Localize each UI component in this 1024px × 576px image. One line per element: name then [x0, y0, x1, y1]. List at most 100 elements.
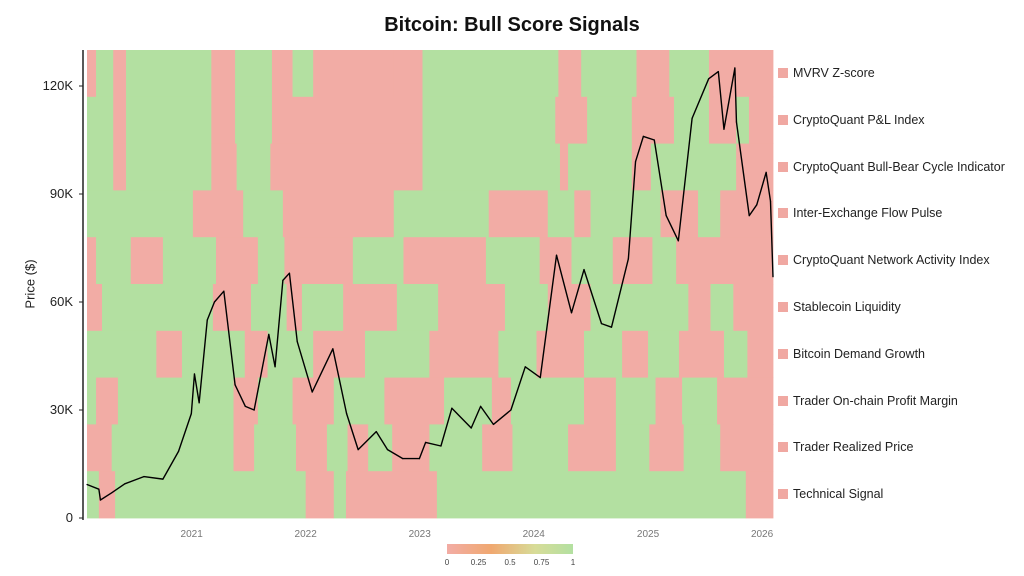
heatmap-cell [698, 190, 721, 238]
heatmap-cell [326, 424, 348, 472]
legend-label: Inter-Exchange Flow Pulse [793, 206, 943, 221]
price-point [223, 290, 225, 292]
heatmap-cell [211, 143, 238, 191]
heatmap-cell [631, 96, 675, 144]
heatmap-cell [343, 284, 398, 332]
price-point [177, 450, 180, 452]
legend-swatch [778, 208, 788, 219]
price-line [86, 67, 774, 501]
heatmap-cell [504, 284, 549, 332]
heatmap-cell [181, 330, 246, 378]
heatmap-cell [384, 377, 445, 425]
axes: 0 30K 60K 90K 120K 2021 2022 2023 2024 2025 2026 [43, 50, 774, 540]
heatmap-cell [584, 377, 617, 425]
heatmap-cell [708, 50, 737, 98]
x-tick-label: 2025 [637, 529, 660, 540]
heatmap-cell [212, 284, 252, 332]
heatmap-cell [678, 330, 725, 378]
price-point [653, 139, 655, 141]
heatmap-cell [584, 330, 623, 378]
heatmap-cell [558, 50, 582, 98]
price-point [691, 117, 693, 119]
heatmap-cell [87, 377, 97, 425]
price-point [357, 449, 359, 451]
price-point [418, 458, 420, 460]
price-point [244, 405, 246, 407]
price-point [440, 445, 442, 447]
legend-item: CryptoQuant P&L Index [778, 111, 925, 129]
heatmap-cell [96, 50, 114, 98]
heatmap-cell [271, 50, 293, 98]
heatmap-cell [87, 96, 114, 144]
legend-item: Trader On-chain Profit Margin [778, 392, 958, 410]
heatmap-cell [305, 471, 335, 519]
legend-item: Technical Signal [778, 485, 883, 503]
y-tick-label: 30K [50, 402, 73, 417]
heatmap-cell [512, 424, 569, 472]
price-point [765, 171, 767, 173]
heatmap-cell [365, 330, 430, 378]
heatmap-cell [254, 424, 297, 472]
price-point [425, 441, 427, 443]
heatmap-cell [748, 96, 774, 144]
legend-swatch [778, 348, 788, 359]
price-point [470, 427, 472, 429]
heatmap-cell [403, 237, 487, 285]
legend-label: Stablecoin Liquidity [793, 300, 901, 314]
x-tick-label: 2024 [523, 529, 546, 540]
heatmap-cell [352, 237, 404, 285]
legend-swatch [778, 161, 788, 172]
heatmap-cell [282, 190, 395, 238]
heatmap-cell [676, 237, 774, 285]
heatmap-cell [87, 330, 157, 378]
price-point [480, 405, 482, 407]
heatmap-cell [650, 143, 737, 191]
price-point [162, 478, 164, 480]
price-point [524, 366, 526, 368]
heatmap-cell [96, 377, 119, 425]
heatmap-cell [688, 284, 711, 332]
legend-label: CryptoQuant P&L Index [793, 112, 925, 127]
heatmap-cell [649, 424, 685, 472]
heatmap-cell [126, 143, 212, 191]
x-tick-label: 2023 [409, 529, 432, 540]
price-point [769, 200, 772, 202]
heatmap-cell [581, 50, 637, 98]
legend-swatch [778, 489, 788, 500]
price-point [756, 204, 758, 206]
price-point [717, 71, 719, 73]
heatmap-cell [257, 237, 285, 285]
heatmap-cell [126, 50, 212, 98]
heatmap-cell [117, 377, 234, 425]
heatmap-cell [126, 96, 212, 144]
legend-swatch [778, 302, 788, 312]
price-point [296, 341, 298, 343]
heatmap-cell [211, 50, 236, 98]
y-tick-label: 120K [43, 78, 74, 93]
price-point [492, 423, 495, 425]
legend-label: MVRV Z-score [793, 66, 875, 80]
heatmap-cell [568, 143, 633, 191]
heatmap-cell [720, 424, 774, 472]
price-point [274, 366, 276, 368]
price-point [665, 215, 667, 217]
price-point [642, 135, 644, 137]
heatmap-cell [745, 471, 774, 519]
legend-label: Bitcoin Demand Growth [793, 346, 926, 361]
price-point [723, 128, 725, 130]
heatmap-cell [115, 471, 307, 519]
colorbar [447, 544, 573, 554]
heatmap-cell [87, 237, 97, 285]
heatmap-cell [615, 377, 656, 425]
heatmap-cell [571, 237, 614, 285]
heatmap-cell [587, 96, 633, 144]
price-point [198, 402, 200, 404]
legend-item: CryptoQuant Network Activity Index [778, 251, 990, 269]
chart-title: Bitcoin: Bull Score Signals [384, 14, 640, 36]
price-point [375, 431, 377, 433]
legend-item: MVRV Z-score [778, 64, 875, 82]
legend-label: Technical Signal [793, 487, 884, 502]
heatmap-cell [422, 143, 561, 191]
price-point [99, 499, 102, 501]
